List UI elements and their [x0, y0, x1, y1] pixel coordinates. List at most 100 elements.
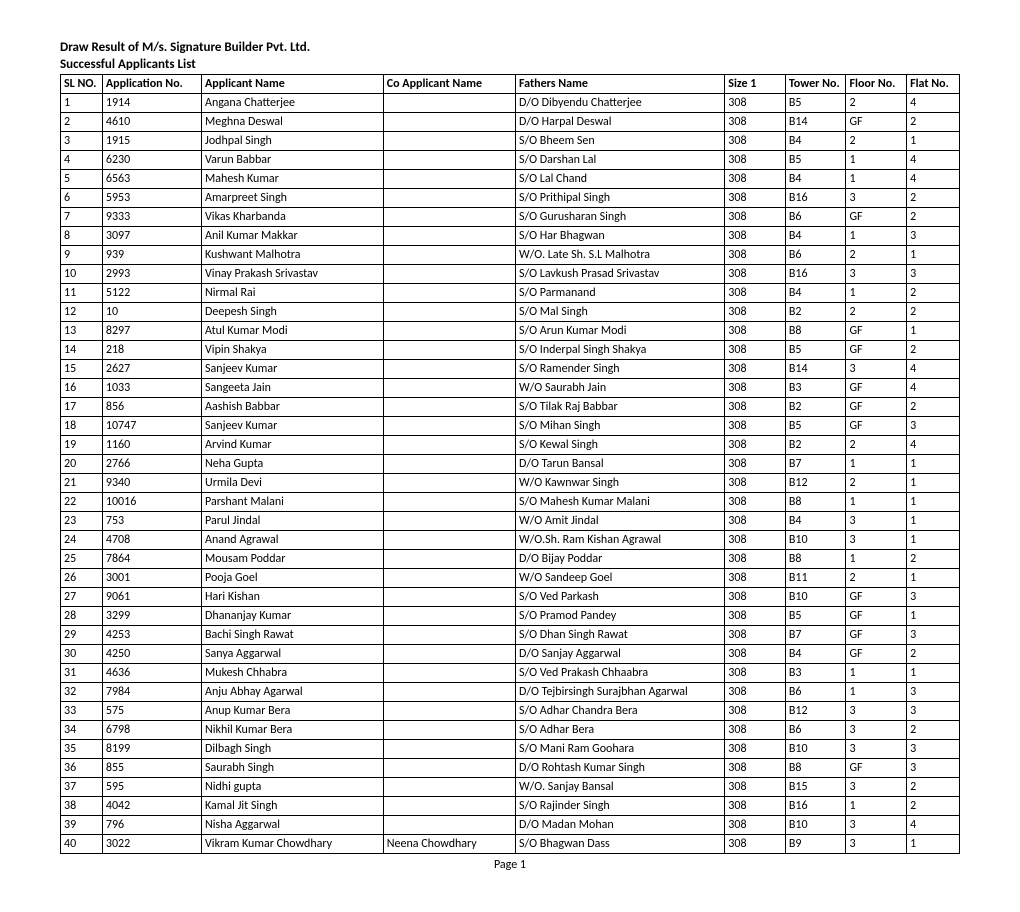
- table-cell: [383, 493, 515, 512]
- table-cell: 1: [907, 607, 960, 626]
- table-cell: 308: [725, 683, 786, 702]
- table-cell: Nisha Aggarwal: [202, 816, 384, 835]
- table-row: 161033Sangeeta JainW/O Saurabh Jain308B3…: [61, 379, 960, 398]
- table-cell: [383, 740, 515, 759]
- table-cell: 2: [846, 132, 907, 151]
- table-cell: 1: [907, 474, 960, 493]
- table-cell: 1: [846, 664, 907, 683]
- table-cell: 1: [846, 493, 907, 512]
- table-cell: 1033: [102, 379, 201, 398]
- table-cell: 4: [907, 379, 960, 398]
- table-cell: S/O Mal Singh: [515, 303, 724, 322]
- table-cell: 2: [907, 341, 960, 360]
- table-cell: 3: [846, 702, 907, 721]
- table-cell: 1: [846, 151, 907, 170]
- table-cell: Kushwant Malhotra: [202, 246, 384, 265]
- table-cell: 13: [61, 322, 103, 341]
- table-cell: Aashish Babbar: [202, 398, 384, 417]
- table-cell: [383, 132, 515, 151]
- table-cell: Mukesh Chhabra: [202, 664, 384, 683]
- table-cell: [383, 227, 515, 246]
- table-cell: 3: [846, 189, 907, 208]
- table-cell: B4: [785, 132, 846, 151]
- table-cell: 7: [61, 208, 103, 227]
- table-cell: B2: [785, 398, 846, 417]
- table-cell: 308: [725, 550, 786, 569]
- table-cell: 3: [907, 227, 960, 246]
- table-cell: 2627: [102, 360, 201, 379]
- table-row: 23753Parul JindalW/O Amit Jindal308B431: [61, 512, 960, 531]
- table-cell: B12: [785, 702, 846, 721]
- table-row: 14218Vipin ShakyaS/O Inderpal Singh Shak…: [61, 341, 960, 360]
- table-row: 17856Aashish BabbarS/O Tilak Raj Babbar3…: [61, 398, 960, 417]
- table-cell: Amarpreet Singh: [202, 189, 384, 208]
- table-cell: 12: [61, 303, 103, 322]
- table-cell: [383, 151, 515, 170]
- table-cell: [383, 94, 515, 113]
- table-cell: 25: [61, 550, 103, 569]
- table-cell: [383, 398, 515, 417]
- table-row: 33575Anup Kumar BeraS/O Adhar Chandra Be…: [61, 702, 960, 721]
- table-cell: 753: [102, 512, 201, 531]
- table-cell: B15: [785, 778, 846, 797]
- table-cell: 1: [846, 683, 907, 702]
- table-cell: 2: [907, 721, 960, 740]
- table-cell: GF: [846, 113, 907, 132]
- table-cell: 3022: [102, 835, 201, 854]
- table-cell: B10: [785, 740, 846, 759]
- table-cell: [383, 360, 515, 379]
- table-cell: 6798: [102, 721, 201, 740]
- table-cell: 9340: [102, 474, 201, 493]
- table-cell: Dilbagh Singh: [202, 740, 384, 759]
- table-cell: 308: [725, 398, 786, 417]
- table-cell: 33: [61, 702, 103, 721]
- table-cell: 308: [725, 607, 786, 626]
- table-cell: 308: [725, 816, 786, 835]
- table-cell: 3: [846, 816, 907, 835]
- table-cell: 24: [61, 531, 103, 550]
- table-cell: Nikhil Kumar Bera: [202, 721, 384, 740]
- table-cell: W/O Kawnwar Singh: [515, 474, 724, 493]
- table-cell: 4: [907, 436, 960, 455]
- table-cell: S/O Tilak Raj Babbar: [515, 398, 724, 417]
- table-cell: 1: [907, 455, 960, 474]
- table-row: 102993Vinay Prakash SrivastavS/O Lavkush…: [61, 265, 960, 284]
- table-cell: 1: [846, 797, 907, 816]
- table-cell: 3: [846, 778, 907, 797]
- table-cell: [383, 569, 515, 588]
- table-cell: W/O Amit Jindal: [515, 512, 724, 531]
- table-cell: S/O Mahesh Kumar Malani: [515, 493, 724, 512]
- table-row: 9939Kushwant MalhotraW/O. Late Sh. S.L M…: [61, 246, 960, 265]
- table-cell: Kamal Jit Singh: [202, 797, 384, 816]
- table-cell: B14: [785, 113, 846, 132]
- table-cell: 28: [61, 607, 103, 626]
- table-row: 263001Pooja GoelW/O Sandeep Goel308B1121: [61, 569, 960, 588]
- table-cell: 4250: [102, 645, 201, 664]
- table-cell: 2: [907, 284, 960, 303]
- table-cell: S/O Bhagwan Dass: [515, 835, 724, 854]
- table-row: 304250Sanya AggarwalD/O Sanjay Aggarwal3…: [61, 645, 960, 664]
- table-cell: [383, 379, 515, 398]
- table-cell: 26: [61, 569, 103, 588]
- table-cell: 308: [725, 227, 786, 246]
- table-cell: W/O Sandeep Goel: [515, 569, 724, 588]
- table-cell: Nirmal Rai: [202, 284, 384, 303]
- table-cell: 16: [61, 379, 103, 398]
- table-row: 191160Arvind KumarS/O Kewal Singh308B224: [61, 436, 960, 455]
- table-cell: B11: [785, 569, 846, 588]
- table-cell: 3: [907, 702, 960, 721]
- table-cell: 35: [61, 740, 103, 759]
- table-cell: B4: [785, 170, 846, 189]
- table-cell: [383, 702, 515, 721]
- table-cell: 10016: [102, 493, 201, 512]
- table-cell: B10: [785, 531, 846, 550]
- table-cell: 1: [907, 493, 960, 512]
- table-cell: 4: [907, 94, 960, 113]
- col-header-fathers-name: Fathers Name: [515, 75, 724, 94]
- table-cell: S/O Har Bhagwan: [515, 227, 724, 246]
- table-cell: 10: [61, 265, 103, 284]
- table-cell: Sangeeta Jain: [202, 379, 384, 398]
- table-row: 11914Angana ChatterjeeD/O Dibyendu Chatt…: [61, 94, 960, 113]
- table-cell: Varun Babbar: [202, 151, 384, 170]
- table-cell: 8297: [102, 322, 201, 341]
